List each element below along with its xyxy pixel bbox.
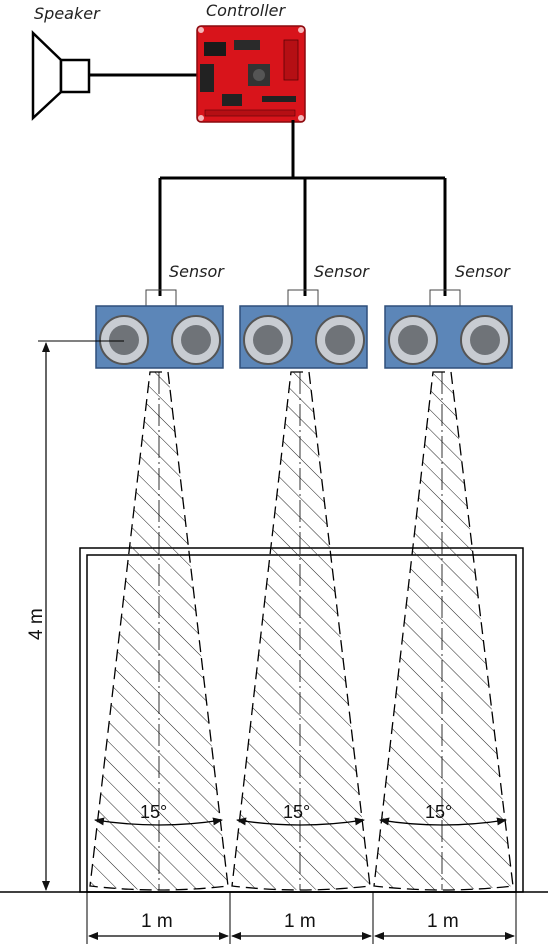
angle-label-3: 15° xyxy=(425,802,452,822)
height-dimension xyxy=(38,340,124,893)
sensor-beam-1 xyxy=(89,371,229,891)
ultrasonic-sensor-3 xyxy=(384,289,513,369)
sensor-bus-wiring xyxy=(158,120,447,296)
width-dimension-ticks xyxy=(86,892,517,944)
speaker-icon xyxy=(31,30,91,121)
controller-label: Controller xyxy=(206,1,286,20)
angle-arcs xyxy=(94,817,507,826)
ultrasonic-sensor-2 xyxy=(239,289,368,369)
angle-label-1: 15° xyxy=(140,802,167,822)
width-label-2: 1 m xyxy=(284,911,316,932)
sensor-label-1: Sensor xyxy=(169,262,225,281)
height-label: 4 m xyxy=(26,608,47,640)
sensor-label-3: Sensor xyxy=(455,262,511,281)
angle-label-2: 15° xyxy=(283,802,310,822)
sensor-beam-2 xyxy=(231,371,371,891)
controller-board xyxy=(196,25,306,123)
width-label-3: 1 m xyxy=(427,911,459,932)
sensor-label-2: Sensor xyxy=(314,262,370,281)
sensor-beam-3 xyxy=(373,371,514,891)
speaker-label: Speaker xyxy=(34,4,101,23)
width-label-1: 1 m xyxy=(141,911,173,932)
ultrasonic-sensor-1 xyxy=(95,289,224,369)
